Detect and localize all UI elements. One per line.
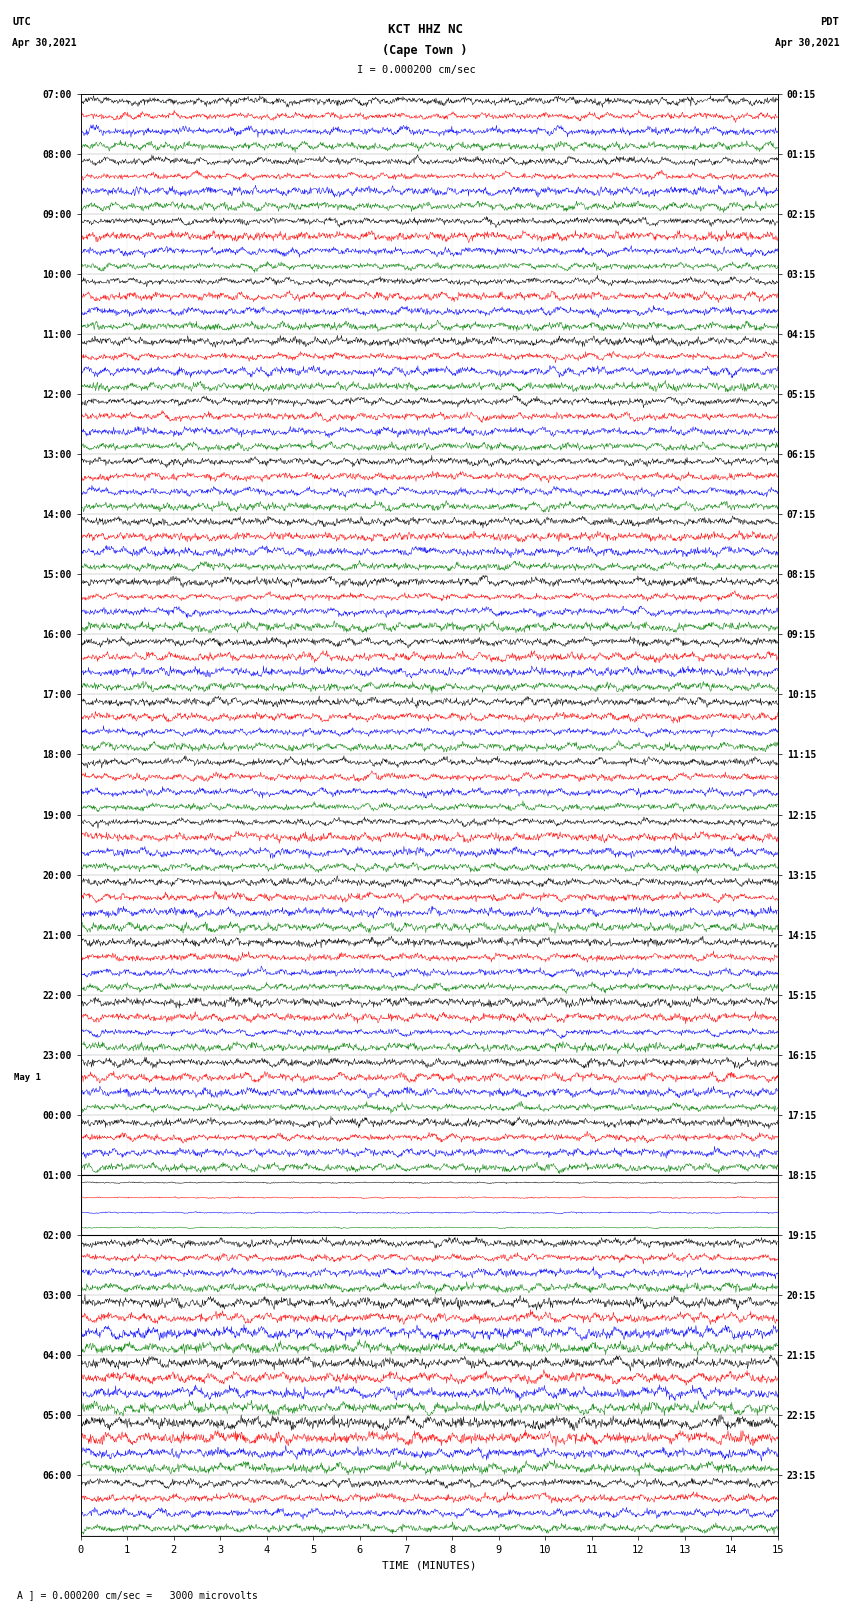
Text: May 1: May 1 xyxy=(14,1073,42,1082)
Text: KCT HHZ NC: KCT HHZ NC xyxy=(388,24,462,37)
Text: PDT: PDT xyxy=(820,16,839,27)
Text: Apr 30,2021: Apr 30,2021 xyxy=(774,37,839,48)
Text: (Cape Town ): (Cape Town ) xyxy=(382,44,468,58)
Bar xyxy=(81,1174,778,1236)
Text: I = 0.000200 cm/sec: I = 0.000200 cm/sec xyxy=(357,65,476,76)
Text: Apr 30,2021: Apr 30,2021 xyxy=(12,37,76,48)
Text: UTC: UTC xyxy=(12,16,31,27)
Text: A ] = 0.000200 cm/sec =   3000 microvolts: A ] = 0.000200 cm/sec = 3000 microvolts xyxy=(17,1590,258,1600)
X-axis label: TIME (MINUTES): TIME (MINUTES) xyxy=(382,1560,477,1569)
